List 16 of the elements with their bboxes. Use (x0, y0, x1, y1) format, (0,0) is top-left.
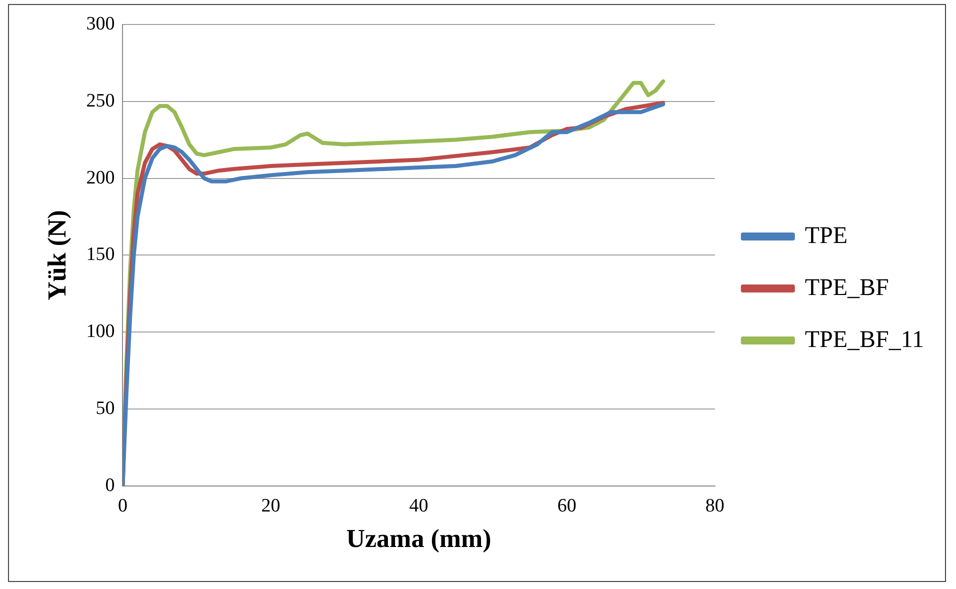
legend-label: TPE (804, 222, 848, 249)
y-axis-title: Yük (N) (42, 210, 72, 300)
x-tick-label: 60 (557, 495, 576, 516)
y-tick-label: 0 (105, 474, 115, 496)
y-tick-label: 50 (96, 398, 115, 420)
x-tick-label: 40 (409, 495, 428, 516)
y-tick-label: 250 (86, 90, 115, 112)
y-tick-label: 300 (86, 13, 115, 34)
x-tick-label: 20 (261, 495, 280, 516)
y-tick-label: 100 (86, 321, 115, 342)
x-tick-label: 80 (705, 495, 724, 516)
y-tick-label: 150 (86, 244, 115, 266)
legend-label: TPE_BF_11 (804, 326, 924, 353)
x-axis-title: Uzama (mm) (346, 524, 492, 554)
y-tick-label: 200 (86, 167, 115, 188)
legend-label: TPE_BF (804, 274, 889, 301)
